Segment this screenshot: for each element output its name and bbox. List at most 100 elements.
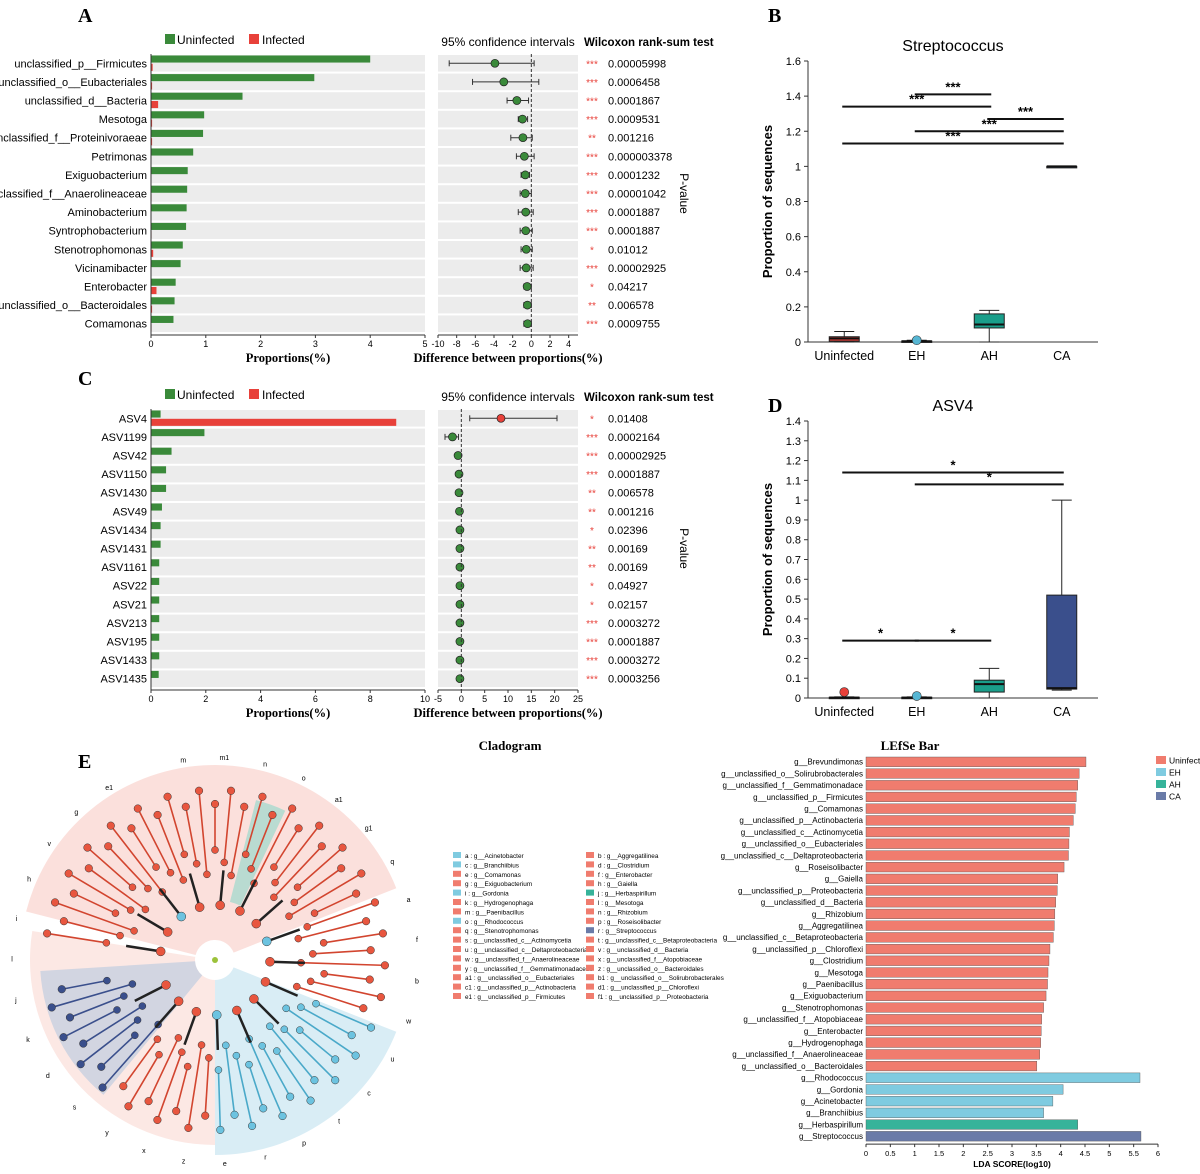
clade-node xyxy=(297,1003,305,1011)
bar-uninfected xyxy=(151,297,175,305)
significance-stars: *** xyxy=(586,97,598,108)
lda-bar-label: g__unclassified_p__Actinobacteria xyxy=(739,816,863,825)
legend-swatch xyxy=(453,870,461,877)
ci-point xyxy=(455,655,465,665)
significance-stars: * xyxy=(590,245,594,256)
ci-x-tick-label: -5 xyxy=(434,694,442,704)
ci-x-axis-title: Difference between proportions(%) xyxy=(413,706,602,720)
y-tick-label: 1.2 xyxy=(786,456,801,468)
clade-outer-label: l xyxy=(11,957,13,964)
ci-x-tick-label: -4 xyxy=(490,339,498,349)
clade-leaf-node xyxy=(210,799,220,809)
clade-branch xyxy=(127,1054,160,1107)
clade-node xyxy=(232,1051,241,1060)
bar-uninfected xyxy=(151,241,183,249)
panel-b-boxplot: Streptococcus 0 0.2 0.4 0.6 0.8 1 1.2 1.4 1.6 Prop… xyxy=(760,38,1098,363)
legend-entry: n : g__Rhizobium xyxy=(598,909,648,916)
panel-c-extended-error-bar: Uninfected Infected 95% confidence interva… xyxy=(101,388,714,720)
p-value: 0.0001232 xyxy=(608,170,660,182)
row-bg xyxy=(151,558,425,576)
x-category-label: Uninfected xyxy=(814,705,874,719)
clade-leaf-node xyxy=(153,1115,162,1124)
clade-node xyxy=(197,1041,206,1049)
x-tick-label: 6 xyxy=(1156,1149,1160,1158)
x-category-label: EH xyxy=(908,705,925,719)
ci-point xyxy=(455,637,465,646)
lda-bar xyxy=(865,1037,1041,1048)
ci-row-bg xyxy=(438,296,578,314)
lefse-title: LEfSe Bar xyxy=(881,738,940,753)
clade-leaf-node xyxy=(317,842,326,851)
bar-uninfected xyxy=(151,577,160,585)
x-tick-label: 3.5 xyxy=(1031,1149,1041,1158)
x-tick-label: 1.5 xyxy=(934,1149,944,1158)
clade-trunk xyxy=(266,928,301,943)
bar-infected xyxy=(151,249,154,257)
legend-swatch-infected xyxy=(249,34,259,44)
clade-outer-label: a1 xyxy=(335,797,343,804)
legend-swatch xyxy=(453,899,461,905)
clade-node xyxy=(214,1066,223,1074)
clade-outer-label: p xyxy=(302,1140,306,1147)
clade-leaf-node xyxy=(331,1055,340,1064)
category-label: Syntrophobacterium xyxy=(49,226,147,238)
clade-branch xyxy=(86,846,134,888)
clade-leaf-node xyxy=(57,985,66,994)
clade-leaf-node xyxy=(268,810,277,820)
ci-point xyxy=(499,77,509,87)
row-bg xyxy=(151,110,425,128)
clade-leaf-node xyxy=(230,1110,239,1119)
panel-e-cladogram: m m1 n o a1 g1 q a f b w u c t p r e z x y s d k j l i h v g e1 xyxy=(11,755,419,1168)
clade-leaf-node xyxy=(163,792,172,801)
lda-bar xyxy=(865,932,1054,943)
clade-leaf-node xyxy=(351,1051,360,1060)
clade-inner-node xyxy=(251,918,262,929)
row-bg xyxy=(151,278,425,295)
clade-outer-label: q xyxy=(390,859,394,866)
significance-stars: ** xyxy=(588,134,596,145)
category-label: Enterobacter xyxy=(84,282,147,294)
row-bg xyxy=(151,503,425,520)
clade-node xyxy=(192,859,201,868)
y-tick-label: 0.9 xyxy=(786,515,801,527)
bar-infected xyxy=(151,119,153,127)
box xyxy=(1046,594,1078,690)
outlier-point xyxy=(911,691,922,701)
x-category-label: CA xyxy=(1053,349,1071,363)
bar-uninfected xyxy=(151,503,162,511)
clade-leaf-node xyxy=(184,1123,193,1132)
category-label: ASV49 xyxy=(113,506,147,518)
chart-title: Streptococcus xyxy=(902,38,1003,55)
clade-branch xyxy=(54,901,135,932)
legend-swatch xyxy=(453,955,461,962)
clade-leaf-node xyxy=(51,898,60,907)
clade-branch xyxy=(175,1066,189,1112)
clade-leaf-node xyxy=(201,1111,210,1120)
lda-bar-label: g__Branchiibius xyxy=(806,1109,863,1118)
significance-label: *** xyxy=(1018,104,1034,119)
clade-node xyxy=(266,1022,274,1031)
clade-trunk xyxy=(235,1009,252,1044)
lda-bar-label: g__Clostridium xyxy=(810,957,864,966)
ci-x-tick-label: 25 xyxy=(573,694,583,704)
significance-stars: ** xyxy=(588,563,596,574)
legend-swatch xyxy=(453,908,461,915)
significance-stars: ** xyxy=(588,489,596,500)
p-value: 0.00002925 xyxy=(608,263,666,275)
clade-node xyxy=(273,1047,281,1055)
bar-uninfected xyxy=(151,484,167,492)
bar-uninfected xyxy=(151,111,205,119)
outlier-point xyxy=(911,335,922,346)
ci-row-bg xyxy=(438,148,578,165)
clade-leaf-node xyxy=(133,804,142,813)
clade-leaf-node xyxy=(258,792,267,801)
clade-branch xyxy=(248,1038,284,1117)
p-value: 0.02396 xyxy=(608,525,648,537)
legend-swatch xyxy=(586,870,594,877)
ci-point xyxy=(521,263,531,273)
lda-bar-label: g__Herbaspirillum xyxy=(799,1120,864,1129)
x-tick-label: 5 xyxy=(1107,1149,1111,1158)
lda-bar xyxy=(865,944,1051,955)
significance-label: *** xyxy=(945,129,961,144)
clade-node xyxy=(271,878,279,887)
